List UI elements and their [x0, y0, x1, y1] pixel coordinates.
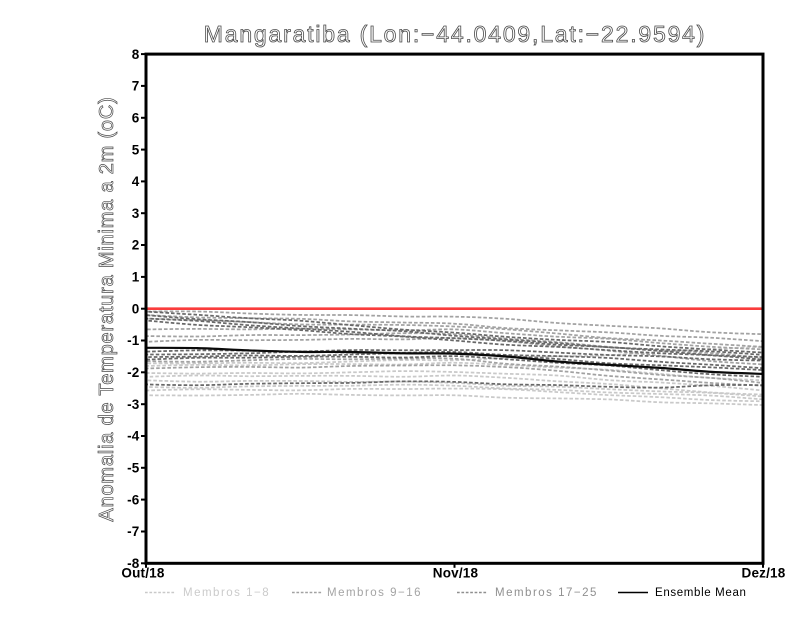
svg-text:Membros 17−25: Membros 17−25: [495, 587, 598, 599]
svg-text:Mangaratiba (Lon:−44.0409,Lat:: Mangaratiba (Lon:−44.0409,Lat:−22.9594): [204, 21, 706, 47]
svg-text:0: 0: [132, 301, 140, 316]
svg-text:-4: -4: [127, 429, 140, 444]
svg-text:-3: -3: [127, 397, 140, 412]
svg-text:-6: -6: [127, 492, 140, 507]
svg-text:Out/18: Out/18: [121, 566, 165, 581]
svg-text:Anomalia de Temperatura Minima: Anomalia de Temperatura Minima a 2m (oC): [96, 96, 118, 521]
svg-text:1: 1: [132, 270, 140, 285]
svg-text:Ensemble Mean: Ensemble Mean: [655, 587, 747, 599]
svg-text:Dez/18: Dez/18: [742, 566, 786, 581]
svg-text:2: 2: [132, 238, 140, 253]
svg-text:-8: -8: [127, 556, 140, 571]
svg-text:3: 3: [132, 206, 140, 221]
svg-text:Nov/18: Nov/18: [433, 566, 479, 581]
svg-text:6: 6: [132, 111, 140, 126]
svg-text:-2: -2: [127, 365, 139, 380]
svg-text:Membros 1−8: Membros 1−8: [183, 587, 270, 599]
svg-text:8: 8: [132, 47, 140, 62]
svg-text:5: 5: [132, 142, 140, 157]
svg-text:4: 4: [132, 174, 140, 189]
svg-text:-5: -5: [127, 461, 140, 476]
svg-text:Membros 9−16: Membros 9−16: [327, 587, 422, 599]
svg-text:-1: -1: [127, 333, 140, 348]
svg-text:7: 7: [132, 79, 140, 94]
svg-text:-7: -7: [127, 524, 139, 539]
